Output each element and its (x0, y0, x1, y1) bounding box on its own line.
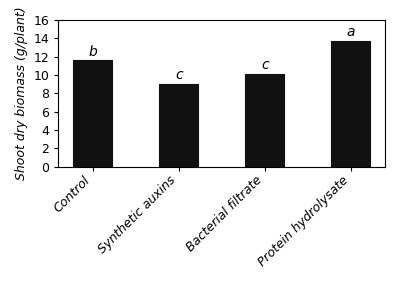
Bar (332, 41, 370, 167)
Text: b: b (88, 45, 97, 59)
Text: c: c (175, 68, 182, 82)
Text: c: c (261, 58, 268, 72)
Text: a: a (346, 25, 355, 39)
Bar (245, 74, 284, 167)
Bar (73, 60, 112, 167)
Bar (159, 84, 198, 167)
Y-axis label: Shoot dry biomass (g/plant): Shoot dry biomass (g/plant) (15, 7, 28, 180)
